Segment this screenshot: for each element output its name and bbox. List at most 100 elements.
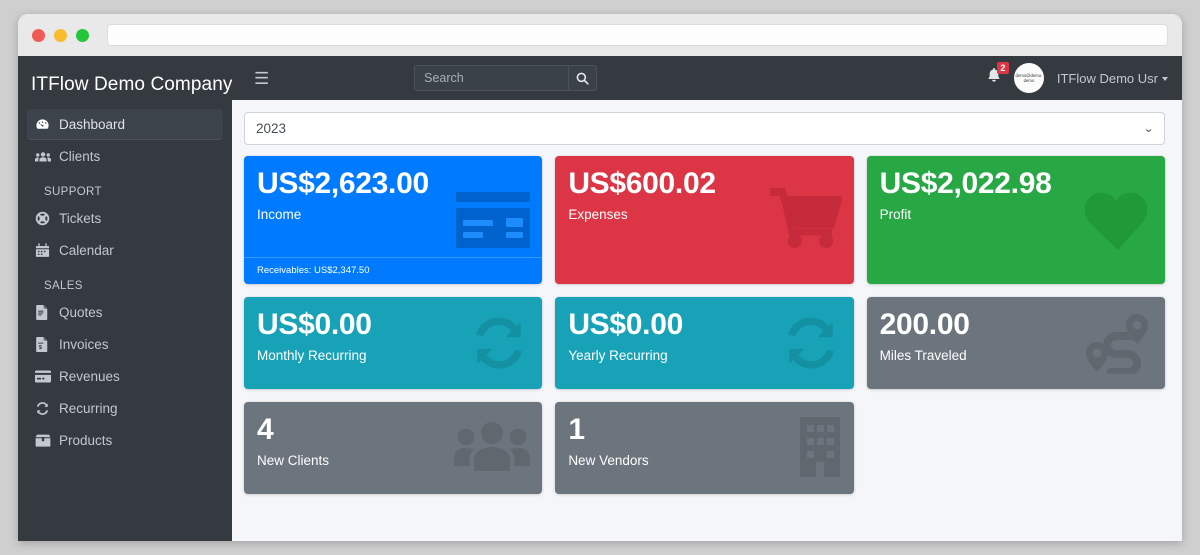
card-label: Monthly Recurring (257, 347, 367, 363)
dashboard-content: 2023 ⌄ (232, 100, 1182, 541)
sidebar-item-label: Recurring (59, 401, 118, 416)
search-bar (414, 65, 598, 91)
invoice-card-icon (456, 190, 531, 250)
sidebar-item-tickets[interactable]: Tickets (27, 203, 223, 234)
chevron-down-icon: ⌄ (1142, 123, 1155, 135)
file-text-icon (35, 305, 59, 320)
close-window-button[interactable] (32, 28, 45, 42)
card-value: US$600.02 (568, 167, 716, 200)
card-label: Income (257, 206, 302, 222)
users-icon (454, 419, 531, 477)
dashboard-icon (35, 117, 59, 132)
svg-text:$: $ (39, 345, 43, 351)
search-button[interactable] (568, 65, 598, 91)
main-column: ☰ (232, 56, 1182, 541)
shopping-cart-icon (768, 188, 842, 252)
sidebar-item-label: Revenues (59, 369, 120, 384)
stat-card-income[interactable]: US$2,623.00 Income Receivables: US$2,347… (244, 156, 543, 284)
box-icon (35, 434, 59, 447)
card-label: New Clients (257, 452, 330, 468)
stats-row-3-spacer (867, 402, 1165, 494)
chevron-down-icon (1162, 76, 1168, 81)
card-body: 4 New Clients (244, 402, 542, 482)
users-icon (35, 150, 59, 164)
sidebar-section-header-support: SUPPORT (44, 186, 102, 198)
sidebar-item-label: Quotes (59, 305, 103, 320)
sidebar-item-clients[interactable]: Clients (27, 141, 223, 172)
user-menu-label: ITFlow Demo Usr (1056, 70, 1158, 86)
sync-icon (35, 401, 59, 416)
sync-icon (780, 312, 842, 374)
bell-icon (987, 68, 1001, 88)
stat-card-miles-traveled[interactable]: 200.00 Miles Traveled (866, 297, 1165, 389)
sidebar-nav: Dashboard Clients (18, 109, 232, 456)
file-invoice-icon: $ (35, 337, 59, 352)
stat-card-new-vendors[interactable]: 1 New Vendors (555, 402, 854, 494)
topbar-right: 2 demo@demo. demo ITFlow Demo Usr (987, 62, 1168, 93)
sidebar-item-label: Invoices (59, 337, 109, 352)
sidebar-item-label: Calendar (59, 243, 114, 258)
stat-card-yearly-recurring[interactable]: US$0.00 Yearly Recurring (555, 297, 854, 389)
notification-badge: 2 (996, 62, 1009, 75)
card-body: US$0.00 Monthly Recurring (244, 297, 542, 377)
card-label: Profit (879, 206, 912, 222)
sidebar: ITFlow Demo Company Dashboard (18, 56, 232, 541)
search-input[interactable] (414, 65, 569, 91)
avatar[interactable]: demo@demo. demo (1013, 63, 1044, 93)
sidebar-item-label: Clients (59, 149, 101, 164)
notifications-button[interactable]: 2 (987, 62, 1009, 88)
card-value: 1 (568, 413, 585, 446)
address-bar[interactable] (107, 24, 1168, 46)
sidebar-item-label: Products (59, 433, 113, 448)
stat-card-monthly-recurring[interactable]: US$0.00 Monthly Recurring (244, 297, 543, 389)
year-filter-select[interactable]: 2023 ⌄ (244, 112, 1165, 145)
sidebar-item-calendar[interactable]: Calendar (27, 235, 223, 266)
sidebar-section-header-sales: SALES (44, 280, 83, 292)
stat-card-profit[interactable]: US$2,022.98 Profit (866, 156, 1165, 284)
hamburger-icon[interactable]: ☰ (254, 68, 270, 88)
card-label: Expenses (568, 206, 628, 222)
app-viewport: ITFlow Demo Company Dashboard (18, 56, 1182, 541)
card-body: US$2,623.00 Income (244, 156, 542, 236)
card-body: US$0.00 Yearly Recurring (555, 297, 853, 377)
user-menu[interactable]: ITFlow Demo Usr (1057, 71, 1168, 86)
card-value: US$2,623.00 (257, 167, 429, 200)
card-label: Yearly Recurring (568, 347, 668, 363)
card-body: 1 New Vendors (555, 402, 853, 482)
calendar-icon (35, 243, 59, 258)
top-navbar: ☰ (232, 56, 1182, 100)
card-body: US$2,022.98 Profit (867, 156, 1165, 236)
stats-row-1: US$2,623.00 Income Receivables: US$2,347… (244, 156, 1165, 284)
sidebar-item-label: Dashboard (59, 116, 126, 132)
sidebar-item-label: Tickets (59, 211, 102, 226)
stats-row-3: 4 New Clients (244, 402, 1165, 494)
sidebar-item-products[interactable]: Products (27, 425, 223, 456)
avatar-line-1: demo@demo. (1015, 72, 1043, 78)
sidebar-item-quotes[interactable]: Quotes (27, 297, 223, 328)
card-value: 4 (257, 413, 274, 446)
stat-card-expenses[interactable]: US$600.02 Expenses (555, 156, 854, 284)
browser-chrome-bar (18, 14, 1182, 56)
credit-card-icon (35, 370, 59, 383)
sidebar-item-invoices[interactable]: $ Invoices (27, 329, 223, 360)
card-body: US$600.02 Expenses (555, 156, 853, 236)
stat-card-new-clients[interactable]: 4 New Clients (244, 402, 543, 494)
maximize-window-button[interactable] (76, 28, 89, 42)
card-value: US$0.00 (257, 308, 372, 341)
card-label: Miles Traveled (879, 347, 967, 363)
route-icon (1081, 312, 1153, 374)
card-value: US$2,022.98 (879, 167, 1052, 200)
browser-window: ITFlow Demo Company Dashboard (18, 14, 1182, 541)
minimize-window-button[interactable] (54, 28, 67, 42)
avatar-line-2: demo (1023, 78, 1035, 83)
card-body: 200.00 Miles Traveled (867, 297, 1165, 377)
card-footer: Receivables: US$2,347.50 (244, 257, 543, 284)
heart-icon (1083, 188, 1153, 252)
card-value: US$0.00 (568, 308, 683, 341)
brand-title: ITFlow Demo Company (31, 74, 232, 95)
card-value: 200.00 (879, 308, 970, 341)
sidebar-item-recurring[interactable]: Recurring (27, 393, 223, 424)
sync-icon (468, 312, 530, 374)
sidebar-item-dashboard[interactable]: Dashboard (27, 109, 223, 140)
sidebar-item-revenues[interactable]: Revenues (27, 361, 223, 392)
